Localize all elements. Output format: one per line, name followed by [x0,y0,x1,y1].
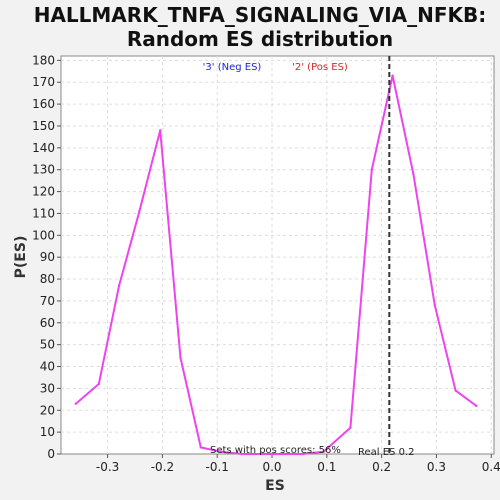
y-tick-label: 60 [40,316,55,330]
curve-point [97,382,101,386]
x-tick-label: 0.4 [482,460,500,474]
curve-point [138,210,141,213]
y-tick-label: 90 [40,250,55,264]
y-tick-label: 10 [40,425,55,439]
x-tick-label: 0.0 [262,460,281,474]
curve-point [159,129,162,132]
curve-point [370,168,373,171]
y-tick-label: 100 [32,228,55,242]
y-tick-label: 80 [40,272,55,286]
x-tick-label: 0.3 [427,460,446,474]
plot-area [60,55,495,455]
curve-point [454,389,457,392]
x-tick-label: -0.3 [96,460,119,474]
curve-point [117,284,121,287]
y-tick-label: 150 [32,119,55,133]
curve-point [219,450,223,454]
grid-lines [61,56,494,454]
curve-point [433,304,437,307]
legend-neg-es: '3' (Neg ES) [203,62,262,73]
legend-pos-es: '2' (Pos ES) [292,62,348,73]
curve-point [179,356,182,359]
curve-point [301,452,304,456]
y-tick-label: 120 [32,185,55,199]
curve-point [322,450,325,454]
y-tick-label: 180 [32,53,55,67]
y-tick-label: 70 [40,294,55,308]
x-tick-label: 0.1 [317,460,336,474]
axis-ticks: 0 10 20 30 40 50 60 70 80 90 100 110 120 130 140 150 160… [32,53,500,474]
x-tick-label: -0.1 [205,460,228,474]
curve-point [260,452,264,456]
y-axis-label: P(ES) [13,236,29,279]
y-tick-label: 110 [32,206,55,220]
y-tick-label: 140 [32,141,55,155]
x-tick-label: 0.2 [372,460,391,474]
y-tick-label: 40 [40,360,55,374]
y-tick-label: 130 [32,163,55,177]
y-tick-label: 160 [32,97,55,111]
y-tick-label: 30 [40,381,55,395]
curve-point [281,452,284,456]
real-es-label: Real ES 0.2 [358,447,414,458]
y-tick-label: 50 [40,338,55,352]
y-tick-label: 170 [32,75,55,89]
y-tick-label: 20 [40,403,55,417]
curve-points [74,74,478,456]
random-es-curve [75,74,478,455]
curve-point [74,402,77,405]
chart-title-line2: Random ES distribution [127,27,393,51]
x-axis-label: ES [265,478,285,494]
curve-point [412,172,415,176]
legend: '3' (Neg ES) '2' (Pos ES) [203,62,348,73]
pos-scores-annotation: Sets with pos scores: 56% [210,445,341,456]
curve-point [240,452,244,456]
curve-point [391,74,394,77]
x-tick-label: -0.2 [151,460,174,474]
curve-point [199,446,202,449]
y-tick-label: 0 [47,447,55,461]
chart-title-line1: HALLMARK_TNFA_SIGNALING_VIA_NFKB: [34,3,487,27]
curve-point [349,426,352,429]
curve-point [475,404,478,408]
